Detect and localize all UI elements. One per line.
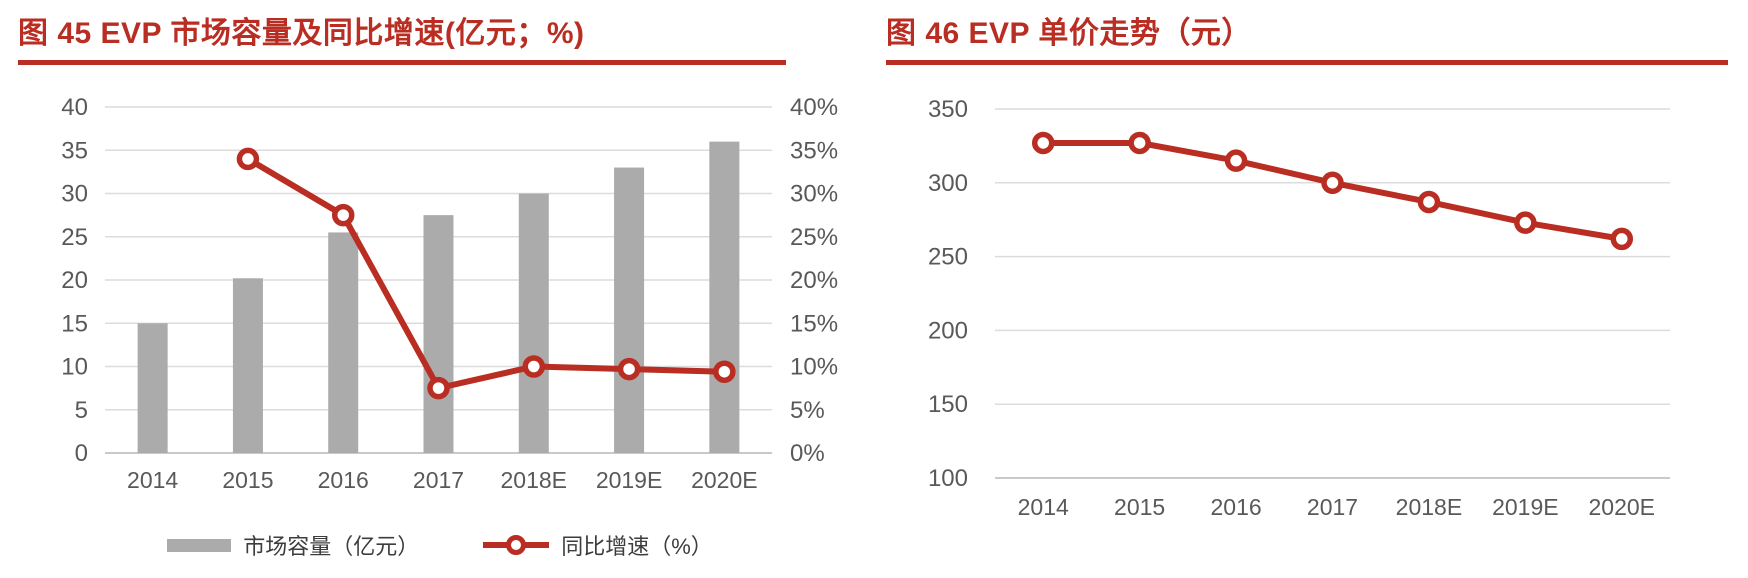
right-axis-tick-label: 40%	[790, 94, 838, 121]
price-marker-2018E	[1417, 190, 1441, 214]
y-axis-tick-label: 300	[928, 170, 968, 197]
x-axis-label-2017: 2017	[413, 467, 464, 493]
growth-marker-2018E	[522, 355, 546, 378]
price-marker-2016	[1224, 149, 1248, 172]
bar-2015	[232, 278, 263, 453]
growth-marker-2017	[427, 376, 450, 400]
left-axis-tick-label: 15	[61, 310, 88, 337]
bar-series-swatch-icon	[167, 538, 232, 552]
y-axis-tick-label: 150	[928, 391, 968, 418]
figure-45-legend: 市场容量（亿元） 同比增速（%）	[120, 529, 760, 561]
bar-2017	[423, 215, 454, 453]
left-axis-tick-label: 35	[61, 137, 88, 164]
y-axis-tick-label: 200	[928, 317, 968, 344]
figure-46-title: 图 46 EVP 单价走势（元）	[886, 17, 1252, 50]
right-axis-tick-label: 0%	[790, 440, 825, 467]
legend-item-market-size: 市场容量（亿元）	[167, 529, 419, 561]
price-marker-2014	[1031, 131, 1055, 155]
growth-marker-2016	[331, 203, 355, 227]
x-axis-label-2019E: 2019E	[596, 467, 663, 493]
figure-46-title-rule	[886, 60, 1728, 65]
x-axis-label-2014: 2014	[1018, 494, 1069, 520]
y-axis-tick-label: 250	[928, 244, 968, 271]
x-axis-label-2015: 2015	[222, 467, 273, 493]
line-series-swatch-icon	[483, 535, 550, 555]
growth-marker-2019E	[617, 357, 641, 381]
growth-marker-2020E	[713, 360, 736, 383]
bar-2019E	[614, 167, 645, 454]
x-axis-label-2020E: 2020E	[1589, 494, 1656, 520]
figure-46-chart-canvas: 100 150 200 250 300 350 2014 2015 2016 2017 2018E 2…	[928, 96, 1670, 520]
x-axis-label-2020E: 2020E	[691, 467, 758, 493]
x-axis-label-2019E: 2019E	[1492, 494, 1559, 520]
x-axis-label-2016: 2016	[318, 467, 369, 493]
x-axis-label-2018E: 2018E	[1396, 494, 1463, 520]
price-marker-2017	[1321, 171, 1344, 195]
left-axis-tick-label: 40	[61, 94, 88, 121]
figure-45-chart-canvas: 0 0% 5 5% 10 10% 15 15% 20 20% 25 25% 30 30% 35 35% 40 40…	[61, 94, 838, 493]
right-axis-tick-label: 20%	[790, 267, 838, 294]
y-axis-tick-label: 350	[928, 96, 968, 123]
figure-45-title-rule	[18, 60, 786, 65]
growth-line	[244, 155, 728, 392]
right-axis-tick-label: 5%	[790, 397, 825, 424]
x-axis-label-2015: 2015	[1114, 494, 1165, 520]
right-axis-tick-label: 15%	[790, 310, 838, 337]
left-axis-tick-label: 10	[61, 354, 88, 381]
line-marker-dot-icon	[506, 535, 527, 555]
right-axis-tick-label: 35%	[790, 137, 838, 164]
x-axis-label-2017: 2017	[1307, 494, 1358, 520]
growth-marker-2015	[236, 147, 260, 171]
price-marker-2019E	[1514, 211, 1537, 234]
x-axis-label-2014: 2014	[127, 467, 178, 493]
bar-2018E	[518, 193, 549, 453]
right-axis-tick-label: 25%	[790, 224, 838, 251]
legend-label-growth: 同比增速（%）	[561, 534, 713, 559]
right-axis-tick-label: 30%	[790, 181, 838, 208]
bar-2014	[137, 323, 168, 453]
legend-item-growth: 同比增速（%）	[483, 529, 713, 561]
bar-2020E	[709, 141, 740, 453]
right-axis-tick-label: 10%	[790, 354, 838, 381]
x-axis-label-2016: 2016	[1210, 494, 1261, 520]
figure-45-title: 图 45 EVP 市场容量及同比增速(亿元；%)	[18, 17, 585, 50]
left-axis-tick-label: 30	[61, 181, 88, 208]
left-axis-tick-label: 0	[75, 440, 88, 467]
price-marker-2020E	[1610, 227, 1634, 251]
price-marker-2015	[1128, 131, 1151, 155]
legend-label-market-size: 市场容量（亿元）	[243, 534, 420, 559]
left-axis-tick-label: 25	[61, 224, 88, 251]
x-axis-label-2018E: 2018E	[501, 467, 568, 493]
left-axis-tick-label: 5	[75, 397, 88, 424]
bar-2016	[328, 232, 359, 453]
left-axis-tick-label: 20	[61, 267, 88, 294]
y-axis-tick-label: 100	[928, 465, 968, 492]
